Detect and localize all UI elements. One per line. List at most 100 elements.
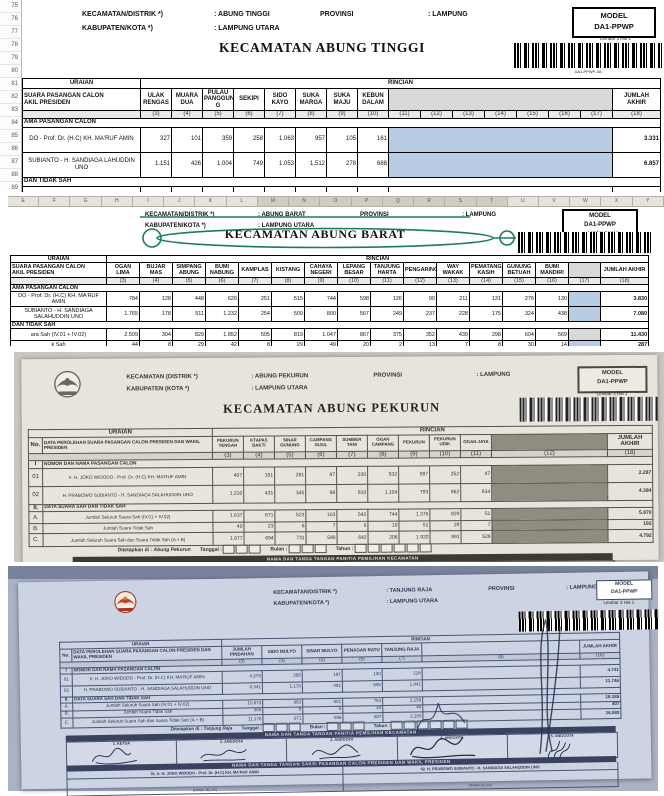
excel-column-letter[interactable]: G bbox=[70, 196, 102, 207]
vote-count-cell: 375 bbox=[370, 328, 404, 342]
vote-count-cell bbox=[326, 185, 358, 192]
kecamatan-label: KECAMATAN (DISTRIK *) bbox=[126, 373, 198, 381]
lembar-label: Lembar 3 Hal 1 bbox=[596, 390, 628, 397]
village-column-header: BUMI NABUNG bbox=[205, 262, 239, 279]
excel-column-letter[interactable]: V bbox=[538, 196, 571, 207]
excel-column-letter[interactable]: I bbox=[132, 196, 165, 207]
vote-count-cell: 197 bbox=[302, 669, 343, 682]
excel-row-number[interactable]: 76 bbox=[0, 13, 21, 26]
column-number: (15) bbox=[502, 277, 536, 286]
no-cell: II. bbox=[28, 504, 43, 513]
excel-column-letter[interactable]: R bbox=[414, 196, 446, 207]
tanggal-label: Tanggal : bbox=[200, 546, 222, 553]
excel-column-letter[interactable]: X bbox=[601, 196, 633, 207]
row-label: SUBIANTO - H. SANDIAGA LAHUDDIN UNO bbox=[22, 151, 141, 178]
date-box bbox=[352, 721, 365, 731]
village-column-header: OGAN JAYA bbox=[460, 434, 492, 451]
nama-jelas-caption: (NAMA JELAS) bbox=[468, 783, 493, 788]
excel-column-letter[interactable]: O bbox=[320, 196, 352, 207]
excel-column-letter[interactable]: U bbox=[507, 196, 539, 207]
excel-column-letter[interactable]: K bbox=[195, 196, 227, 207]
vote-count-cell: 358 bbox=[262, 669, 303, 683]
provinsi-label: PROVINSI bbox=[360, 212, 389, 218]
excel-column-letter[interactable]: M bbox=[257, 196, 290, 207]
column-number: (9) bbox=[326, 110, 358, 119]
no-cell: 01 bbox=[60, 673, 73, 687]
results-table: URAIAN RINCIAN No. DATA PEROLEHAN SUARA PAS… bbox=[28, 425, 654, 548]
vote-count-cell: 481 bbox=[302, 681, 343, 693]
ditetapkan-label: Ditetapkan di : bbox=[117, 547, 153, 554]
excel-row-number[interactable]: 82 bbox=[0, 91, 21, 104]
column-number: (15) bbox=[516, 110, 549, 119]
excel-column-letter[interactable]: F bbox=[39, 196, 71, 207]
rincian-header: RINCIAN bbox=[140, 78, 661, 89]
saksi-signature-cell-2: (NAMA JELAS) bbox=[343, 769, 618, 791]
excel-row-number[interactable]: 77 bbox=[0, 26, 21, 39]
excel-column-letter[interactable]: T bbox=[476, 196, 508, 207]
left-header: DATA PEROLEHAN SUARA PASANGAN CALON PRES… bbox=[42, 435, 213, 454]
column-number: (16) bbox=[535, 277, 569, 286]
highlight-oval-annotation[interactable] bbox=[0, 210, 664, 258]
village-column-header: SIDO KAYO bbox=[264, 88, 296, 111]
excel-row-number[interactable]: 89 bbox=[0, 182, 21, 192]
excel-row-number[interactable]: 79 bbox=[0, 52, 21, 65]
spacer-cell bbox=[388, 126, 613, 153]
row-label: Ir. H. JOKO WIDODO - Prof. Dr. (H.C) KH.… bbox=[42, 467, 213, 487]
spacer-cell bbox=[568, 306, 601, 323]
signature-cell-anggota-2: 2. ANGGOTA bbox=[177, 738, 288, 765]
row-label: DO - Prof. Dr. (H.C) KH. MA'RUF AMIN bbox=[22, 126, 141, 153]
excel-column-letter[interactable]: H bbox=[101, 196, 133, 207]
column-number: (13) bbox=[452, 110, 485, 119]
village-column-header: PEMATANG KASIH bbox=[469, 262, 503, 279]
vote-count-cell: 13 bbox=[403, 340, 437, 346]
excel-row-number[interactable]: 86 bbox=[0, 143, 21, 156]
results-table: URAIAN RINCIAN No. DATA PEROLEHAN SUARA PAS… bbox=[59, 632, 622, 729]
column-number: (6) bbox=[205, 277, 239, 286]
row-total-cell: 6.857 bbox=[612, 151, 661, 178]
excel-column-letter[interactable]: Q bbox=[382, 196, 415, 207]
results-table: URAIAN RINCIAN SUARA PASANGAN CALON AKIL P… bbox=[9, 254, 650, 346]
vote-count-cell: 101 bbox=[171, 126, 203, 153]
lembar-label: Lembar 3 Hal 1 bbox=[600, 36, 631, 41]
column-number: (10) bbox=[357, 110, 389, 119]
kabupaten-label: KABUPATEN/KOTA *) bbox=[145, 223, 206, 229]
excel-row-number[interactable]: 87 bbox=[0, 156, 21, 169]
provinsi-value: : LAMPUNG bbox=[566, 584, 598, 591]
excel-row-number[interactable]: 78 bbox=[0, 39, 21, 52]
excel-column-letter[interactable]: L bbox=[226, 196, 258, 207]
column-number: (10) bbox=[337, 277, 371, 286]
village-column-header: MUARA DUA bbox=[171, 88, 203, 111]
panel-abung-tinggi: 75 76 77 78 79 80 81 82 83 84 85 86 87 88 89 KECAMATAN… bbox=[0, 0, 664, 192]
excel-row-number[interactable]: 83 bbox=[0, 104, 21, 117]
excel-row-number[interactable]: 88 bbox=[0, 169, 21, 182]
excel-column-letter[interactable]: S bbox=[445, 196, 477, 207]
kecamatan-label: KECAMATAN/DISTRIK *) bbox=[145, 212, 215, 218]
vote-count-cell: 211 bbox=[436, 291, 470, 308]
excel-column-letter[interactable]: P bbox=[351, 196, 383, 207]
excel-row-number[interactable]: 80 bbox=[0, 65, 21, 78]
excel-column-letter[interactable]: E bbox=[8, 196, 40, 207]
excel-column-letter[interactable]: J bbox=[164, 196, 196, 207]
excel-column-letter[interactable]: W bbox=[570, 196, 602, 207]
vote-count-cell bbox=[171, 185, 203, 192]
kecamatan-value: : ABUNG TINGGI bbox=[214, 11, 270, 18]
row-total-cell: 16.592 bbox=[580, 708, 622, 719]
column-number: (17) bbox=[568, 277, 601, 286]
vote-count-cell bbox=[264, 185, 296, 192]
panel-abung-pekurun: KECAMATAN (DISTRIK *) : ABUNG PEKURUN PR… bbox=[0, 352, 664, 562]
column-number: (14) bbox=[484, 110, 517, 119]
excel-row-number[interactable]: 84 bbox=[0, 117, 21, 130]
vote-count-cell: 6 bbox=[336, 521, 369, 532]
excel-column-letter[interactable]: Y bbox=[632, 196, 664, 207]
excel-row-number[interactable]: 75 bbox=[0, 0, 21, 13]
row-label: H. PRABOWO SUBIANTO - H. SANDIAGA SALAHU… bbox=[42, 485, 213, 505]
vote-count-cell: 90 bbox=[403, 291, 437, 308]
excel-row-number[interactable]: 85 bbox=[0, 130, 21, 143]
excel-row-number[interactable]: 81 bbox=[0, 78, 21, 91]
vote-count-cell: 1.178 bbox=[262, 681, 303, 694]
signature-cell-ketua: 1. KETUA bbox=[66, 740, 178, 767]
row-label: DO - Prof. Dr. (H.C) KH. MA'RUF AMIN bbox=[10, 291, 107, 308]
excel-column-letter[interactable]: N bbox=[289, 196, 321, 207]
village-column-header: WAY WAKAK bbox=[436, 262, 470, 279]
